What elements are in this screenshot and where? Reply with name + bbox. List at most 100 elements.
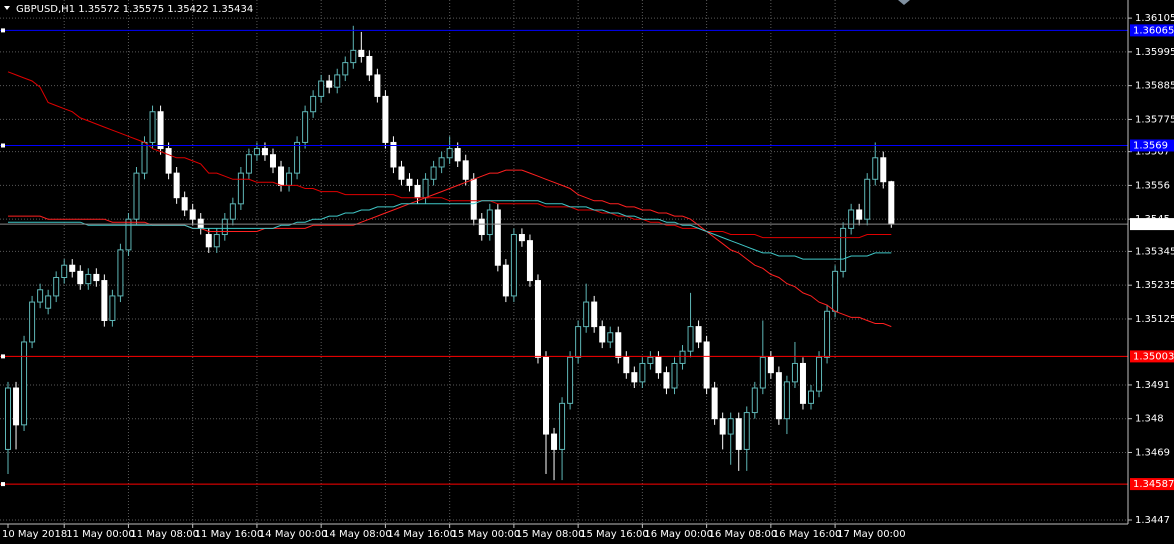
candle-body (422, 178, 429, 199)
candle-body (494, 209, 501, 266)
candle-body (165, 148, 172, 174)
candle-body (671, 362, 678, 389)
candle-body (559, 402, 566, 450)
candle-body (607, 332, 614, 343)
x-tick-label: 17 May 00:00 (837, 529, 906, 540)
candle-body (679, 350, 686, 364)
candle-body (551, 433, 558, 450)
candle-body (526, 240, 533, 282)
x-tick-label: 15 May 08:00 (516, 529, 585, 540)
candle-body (326, 80, 333, 88)
candle-body (125, 218, 132, 251)
candle-body (462, 160, 469, 180)
candle-body (318, 80, 325, 97)
y-tick-label: 1.35995 (1135, 47, 1174, 58)
candle-body (743, 412, 750, 450)
candle-body (663, 372, 670, 389)
candle-body (783, 381, 790, 420)
candle-body (205, 234, 212, 248)
level-anchor (1, 143, 5, 148)
candle-body (350, 49, 357, 64)
candle-body (13, 387, 20, 426)
moving-average-line (7, 71, 892, 239)
y-tick-label: 1.35345 (1135, 246, 1174, 257)
x-tick-label: 16 May 00:00 (644, 529, 713, 540)
y-tick-label: 1.3567 (1135, 147, 1170, 158)
candle-body (181, 197, 188, 211)
candle-body (446, 148, 453, 159)
title-icon (4, 6, 10, 10)
last-price-label: 1.35434 (1133, 219, 1174, 230)
candle-body (101, 280, 108, 321)
candle-body (342, 62, 349, 76)
candle-body (278, 166, 285, 186)
candle-body (888, 181, 895, 225)
y-tick-label: 1.35885 (1135, 81, 1174, 92)
candle-body (615, 332, 622, 358)
candle-body (406, 178, 413, 186)
candle-body (109, 295, 116, 321)
candle-body (358, 49, 365, 57)
x-tick-label: 16 May 16:00 (773, 529, 842, 540)
candle-body (85, 273, 92, 285)
candle-body (310, 95, 317, 113)
candle-body (623, 356, 630, 374)
candle-body (486, 209, 493, 236)
y-tick-label: 1.3447 (1135, 515, 1170, 526)
candle-body (808, 390, 814, 404)
candle-body (149, 111, 156, 143)
scroll-marker (898, 0, 910, 5)
level-price-box (1130, 350, 1174, 363)
candle-body (398, 166, 405, 180)
candle-body (711, 387, 718, 420)
y-tick-label: 1.35125 (1135, 314, 1174, 325)
candle-body (816, 356, 823, 392)
candle-body (767, 356, 774, 374)
candle-body (157, 111, 164, 150)
y-tick-label: 1.36105 (1135, 13, 1174, 24)
x-tick-label: 11 May 08:00 (130, 529, 199, 540)
candle-body (382, 95, 389, 143)
candle-body (543, 356, 550, 435)
candle-body (253, 148, 260, 156)
candle-body (237, 172, 244, 205)
x-tick-label: 15 May 00:00 (452, 529, 521, 540)
marks (0, 25, 1128, 487)
candle-body (759, 356, 766, 389)
candle-body (245, 154, 252, 174)
level-price-box (1130, 478, 1174, 491)
candle-body (534, 280, 541, 358)
candle-body (69, 264, 76, 272)
x-tick-label: 14 May 08:00 (323, 529, 392, 540)
candle-body (840, 227, 847, 272)
candle-body (374, 74, 381, 97)
candle-body (735, 418, 742, 450)
candle-body (77, 270, 84, 285)
candle-body (799, 362, 806, 404)
candle-body (269, 154, 276, 168)
candle-body (366, 55, 373, 76)
candle-body (599, 326, 606, 343)
candle-body (45, 295, 52, 309)
candle-body (824, 310, 831, 358)
candle-body (510, 234, 517, 297)
candle-body (454, 148, 461, 162)
candle-body (655, 356, 662, 374)
candle-body (294, 141, 301, 174)
chart-title: GBPUSD,H1 1.35572 1.35575 1.35422 1.3543… (16, 4, 253, 15)
candle-body (302, 111, 309, 143)
y-tick-label: 1.3556 (1135, 180, 1170, 191)
candle-body (631, 372, 638, 383)
candle-body (261, 148, 268, 156)
candle-body (229, 203, 236, 220)
candle-body (848, 209, 855, 229)
candle-body (430, 166, 437, 180)
candle-body (438, 157, 445, 168)
candle-body (502, 264, 509, 297)
candle-body (864, 178, 871, 220)
y-tick-label: 1.35775 (1135, 114, 1174, 125)
level-price-label: 1.36065 (1133, 25, 1174, 36)
candle-body (791, 362, 798, 383)
